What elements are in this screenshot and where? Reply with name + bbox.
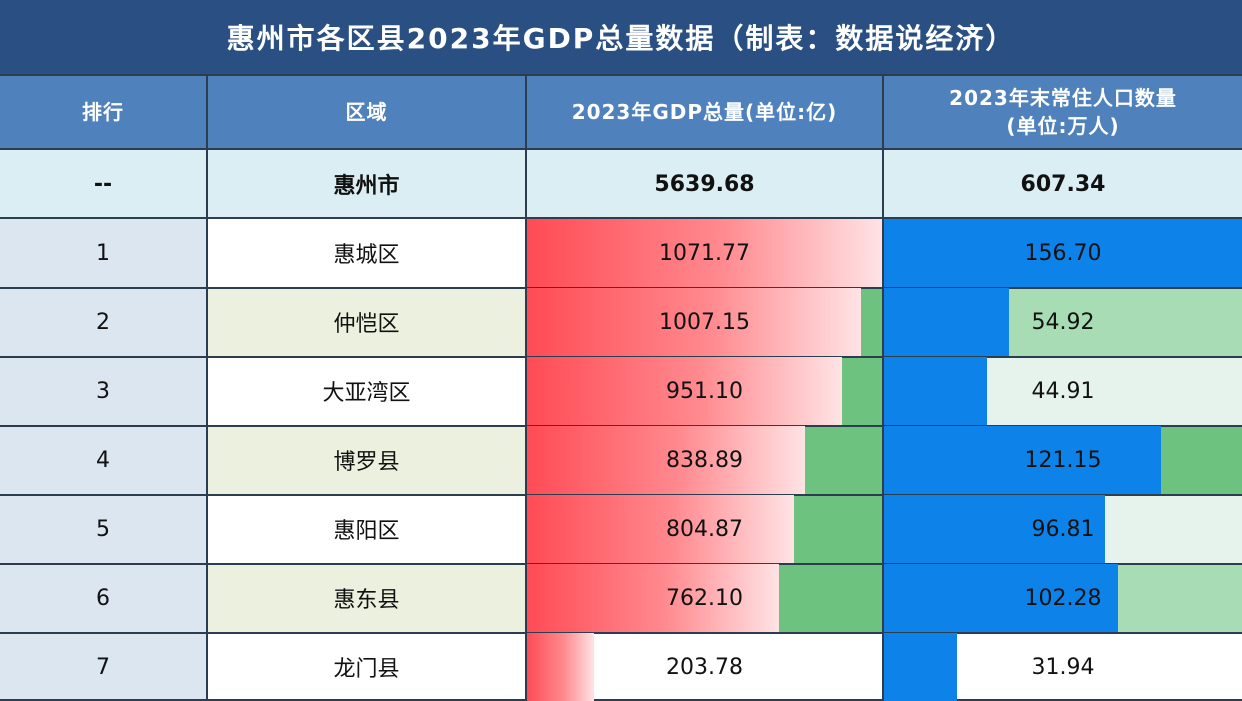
total-gdp: 5639.68 [527,150,882,218]
grid-line-horizontal [0,632,1242,634]
gdp-value: 838.89 [666,447,743,473]
population-cell: 102.28 [884,564,1242,632]
rank-text: 1 [96,240,110,266]
population-value: 31.94 [1031,654,1095,680]
rank-cell: 6 [0,564,206,632]
gdp-bar [527,633,595,701]
header-population: 2023年末常住人口数量 (单位:万人) [884,76,1242,148]
population-value: 121.15 [1024,447,1102,473]
gdp-bar [527,357,843,425]
gdp-cell: 203.78 [527,633,882,701]
gdp-bar [527,564,780,632]
population-cell: 54.92 [884,288,1242,356]
population-cell: 121.15 [884,426,1242,494]
population-bar [884,288,1010,356]
region-text: 惠城区 [333,243,400,268]
population-bar [884,357,987,425]
rank-text: 6 [96,585,110,611]
rank-text: 5 [96,516,110,542]
rank-text: 7 [96,654,110,680]
population-cell: 44.91 [884,357,1242,425]
total-rank-text: -- [93,171,113,197]
gdp-cell: 951.10 [527,357,882,425]
header-rank-label: 排行 [82,100,124,124]
population-value: 54.92 [1031,309,1095,335]
population-bar [884,219,1242,287]
grid-line-vertical [525,74,527,701]
region-cell: 惠阳区 [208,495,525,563]
total-region-text: 惠州市 [333,174,400,199]
population-bar [884,426,1161,494]
gdp-bar [527,495,794,563]
rank-cell: 1 [0,219,206,287]
grid-line-horizontal [0,148,1242,150]
grid-line-horizontal [0,74,1242,76]
gdp-cell: 804.87 [527,495,882,563]
region-cell: 龙门县 [208,633,525,701]
gdp-bar [527,288,861,356]
region-cell: 博罗县 [208,426,525,494]
gdp-value: 951.10 [666,378,743,404]
gdp-bar [527,219,882,287]
table-title: 惠州市各区县2023年GDP总量数据（制表：数据说经济） [0,0,1242,74]
rank-cell: 4 [0,426,206,494]
grid-line-horizontal [0,699,1242,701]
gdp-value: 1007.15 [659,309,750,335]
gdp-bar [527,426,805,494]
total-population-value: 607.34 [1020,171,1106,197]
total-rank: -- [0,150,206,218]
population-cell: 31.94 [884,633,1242,701]
rank-cell: 5 [0,495,206,563]
region-cell: 大亚湾区 [208,357,525,425]
region-text: 博罗县 [333,450,400,475]
rank-text: 3 [96,378,110,404]
gdp-cell: 1007.15 [527,288,882,356]
population-value: 156.70 [1024,240,1102,266]
region-cell: 惠城区 [208,219,525,287]
region-cell: 仲恺区 [208,288,525,356]
gdp-value: 804.87 [666,516,743,542]
gdp-cell: 762.10 [527,564,882,632]
header-rank: 排行 [0,76,206,148]
header-pop-line1: 2023年末常住人口数量 [949,86,1177,110]
gdp-value: 1071.77 [659,240,750,266]
region-text: 大亚湾区 [322,381,411,406]
header-gdp-label: 2023年GDP总量(单位:亿) [571,100,838,124]
region-text: 仲恺区 [333,312,400,337]
total-population: 607.34 [884,150,1242,218]
rank-cell: 7 [0,633,206,701]
header-region-label: 区域 [345,100,388,124]
population-value: 96.81 [1031,516,1095,542]
gdp-value: 203.78 [666,654,743,680]
header-pop-line2: (单位:万人) [1006,114,1120,138]
gdp-cell: 1071.77 [527,219,882,287]
rank-cell: 3 [0,357,206,425]
population-bar [884,495,1106,563]
header-gdp: 2023年GDP总量(单位:亿) [527,76,882,148]
rank-text: 2 [96,309,110,335]
gdp-cell: 838.89 [527,426,882,494]
total-gdp-value: 5639.68 [654,171,755,197]
region-text: 惠东县 [333,588,400,613]
population-cell: 96.81 [884,495,1242,563]
total-region: 惠州市 [208,150,525,218]
population-bar [884,633,957,701]
header-region: 区域 [208,76,525,148]
gdp-value: 762.10 [666,585,743,611]
grid-line-vertical [206,74,208,701]
rank-text: 4 [96,447,110,473]
population-value: 102.28 [1024,585,1102,611]
population-bar [884,564,1118,632]
grid-line-vertical [882,74,884,701]
region-text: 龙门县 [333,657,400,682]
grid-line-horizontal [0,217,1242,219]
population-cell: 156.70 [884,219,1242,287]
region-cell: 惠东县 [208,564,525,632]
population-value: 44.91 [1031,378,1095,404]
region-text: 惠阳区 [333,519,400,544]
rank-cell: 2 [0,288,206,356]
